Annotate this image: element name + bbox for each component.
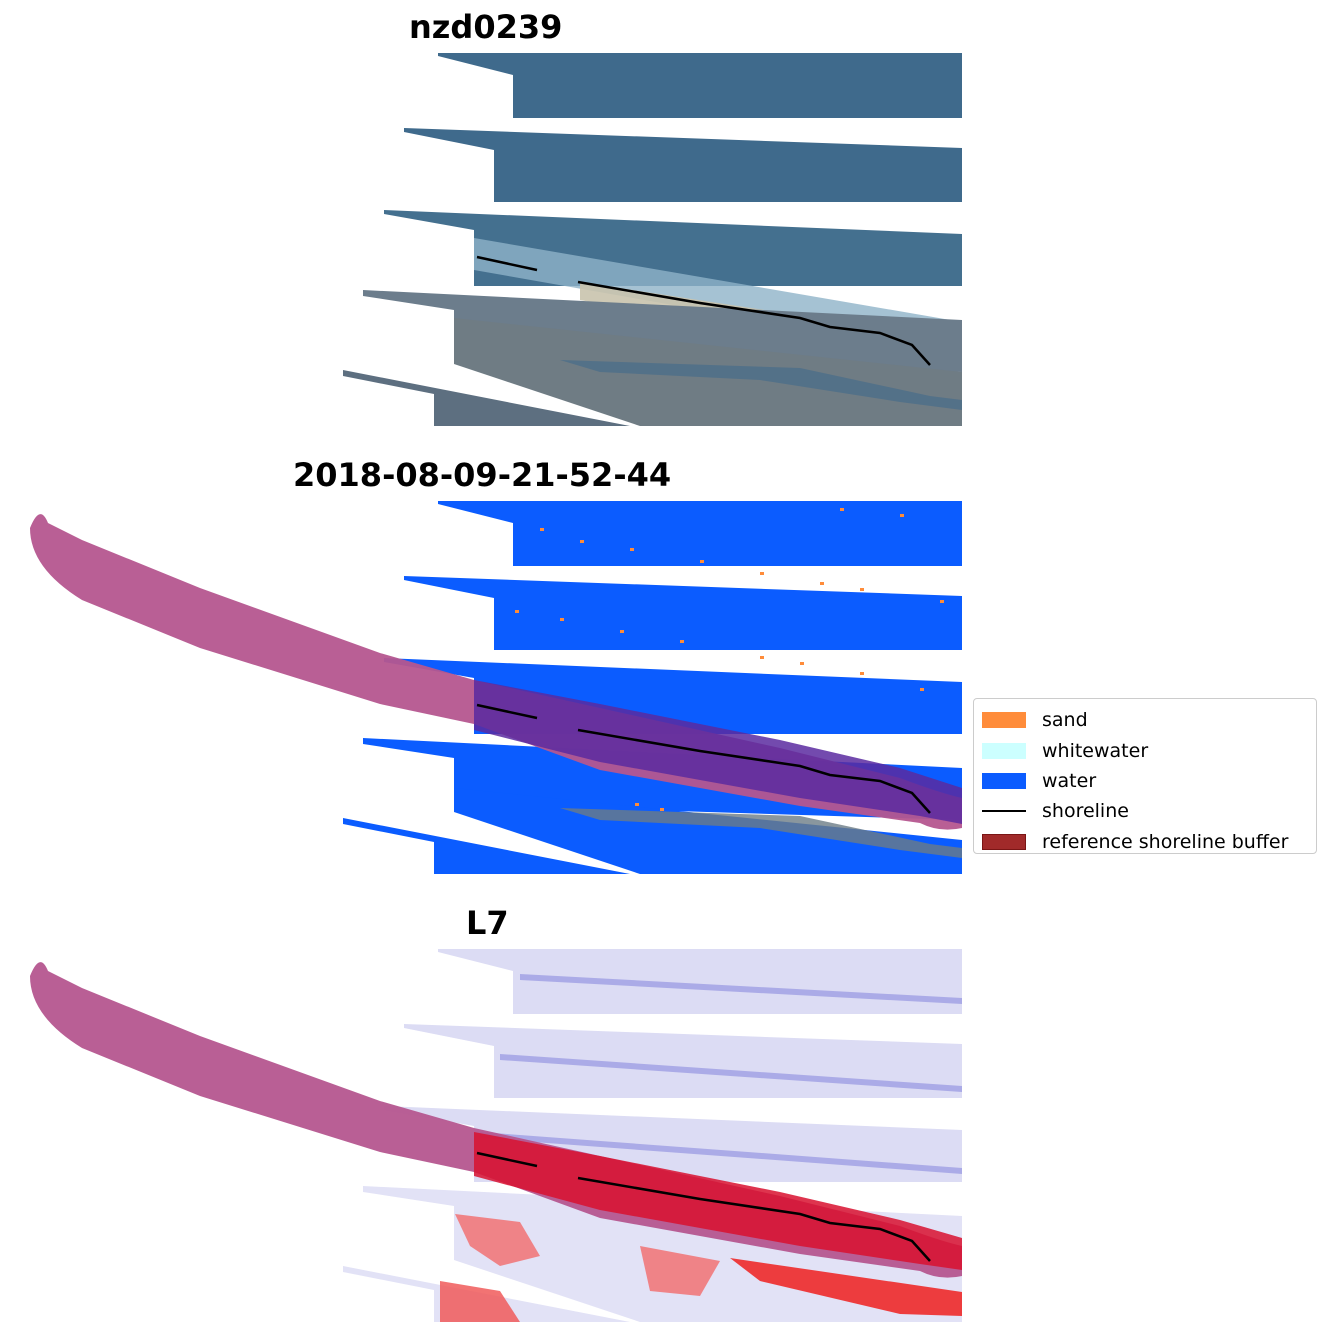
rgb-stripe-5 (343, 370, 630, 426)
legend-item-whitewater: whitewater (982, 735, 1308, 765)
rgb-shoreline (476, 255, 538, 272)
sand-pixels (515, 508, 944, 811)
buffer-overlap (474, 680, 962, 824)
rgb-stripe-1 (438, 53, 962, 118)
legend-line-shoreline (982, 810, 1026, 813)
rgb-stripe-2 (404, 128, 962, 202)
legend-swatch-reference-buffer (982, 833, 1026, 850)
legend-item-shoreline: shoreline (982, 796, 1308, 826)
legend-item-sand: sand (982, 705, 1308, 735)
legend-swatch-water (982, 772, 1026, 789)
classified-image (30, 501, 962, 874)
rgb-shoreline (577, 280, 931, 366)
legend-label-sand: sand (1042, 709, 1088, 732)
legend-item-reference-buffer: reference shoreline buffer (982, 827, 1308, 857)
legend-label-water: water (1042, 769, 1097, 792)
legend-label-reference-buffer: reference shoreline buffer (1042, 830, 1289, 853)
legend-label-whitewater: whitewater (1042, 739, 1149, 762)
panel-title-rgb: nzd0239 (409, 8, 563, 46)
legend-swatch-whitewater (982, 742, 1026, 759)
rgb-river (560, 360, 962, 410)
legend-label-shoreline: shoreline (1042, 800, 1129, 823)
panel-title-index: L7 (466, 904, 509, 942)
rgb-satellite-image (330, 50, 962, 426)
legend: sand whitewater water shoreline referenc… (973, 698, 1317, 854)
legend-item-water: water (982, 766, 1308, 796)
legend-swatch-sand (982, 712, 1026, 729)
panel-title-classified: 2018-08-09-21-52-44 (293, 456, 672, 494)
index-image (30, 949, 962, 1322)
